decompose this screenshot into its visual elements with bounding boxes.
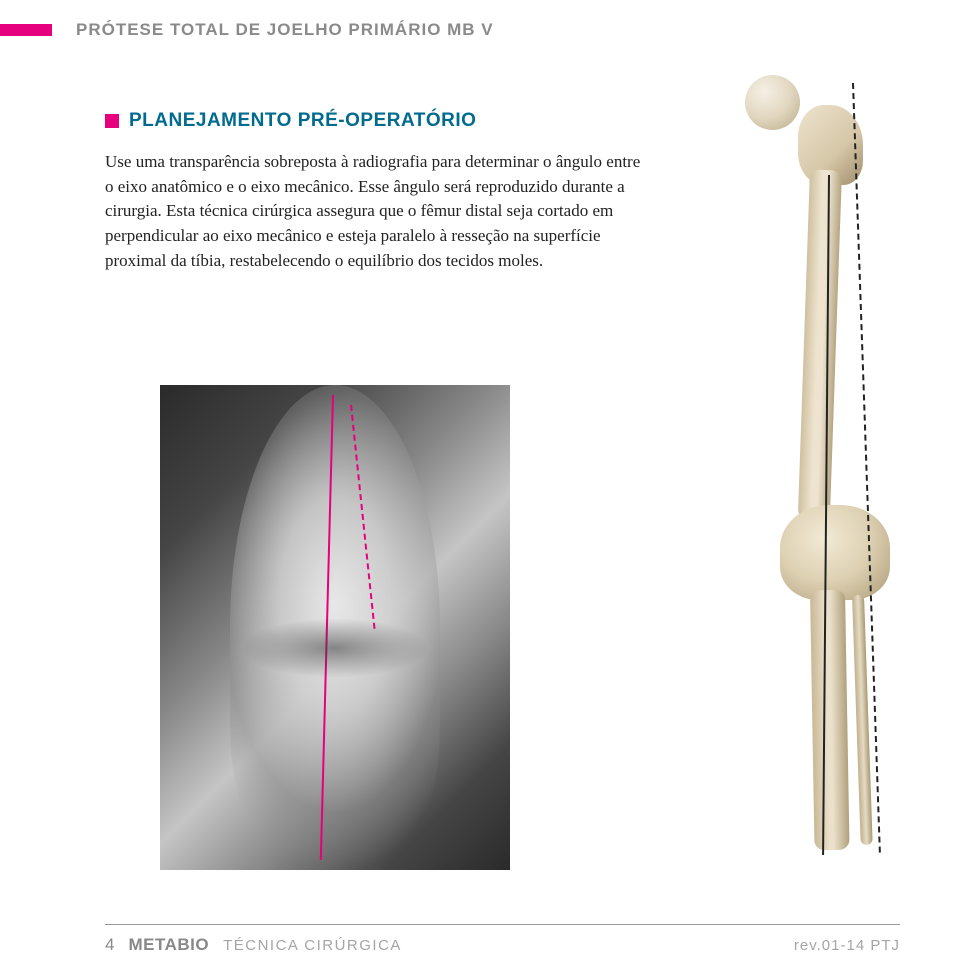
- brand-logo: METABIO: [128, 935, 209, 955]
- xray-anatomical-axis-line: [350, 405, 376, 629]
- content-block: PLANEJAMENTO PRÉ-OPERATÓRIO Use uma tran…: [105, 110, 645, 273]
- document-title: PRÓTESE TOTAL DE JOELHO PRIMÁRIO MB V: [76, 20, 494, 40]
- femur-shaft: [798, 169, 842, 520]
- page: PRÓTESE TOTAL DE JOELHO PRIMÁRIO MB V PL…: [0, 0, 960, 977]
- section-marker-icon: [105, 114, 119, 128]
- header-bar: PRÓTESE TOTAL DE JOELHO PRIMÁRIO MB V: [0, 20, 960, 40]
- leg-illustration: [710, 75, 900, 860]
- knee-joint: [780, 505, 890, 600]
- accent-bar: [0, 24, 52, 36]
- xray-mechanical-axis-line: [320, 395, 334, 860]
- tibia-shaft: [810, 590, 850, 851]
- femoral-head: [745, 75, 800, 130]
- section-title: PLANEJAMENTO PRÉ-OPERATÓRIO: [129, 110, 476, 132]
- footer-left: 4 METABIO TÉCNICA CIRÚRGICA: [105, 935, 402, 955]
- fibula: [852, 595, 873, 845]
- xray-figure: [160, 385, 510, 870]
- page-number: 4: [105, 935, 114, 955]
- footer-label: TÉCNICA CIRÚRGICA: [223, 937, 402, 954]
- section-heading: PLANEJAMENTO PRÉ-OPERATÓRIO: [105, 110, 645, 132]
- revision-label: rev.01-14 PTJ: [794, 937, 900, 954]
- section-body: Use uma transparência sobreposta à radio…: [105, 150, 645, 273]
- footer: 4 METABIO TÉCNICA CIRÚRGICA rev.01-14 PT…: [105, 924, 900, 955]
